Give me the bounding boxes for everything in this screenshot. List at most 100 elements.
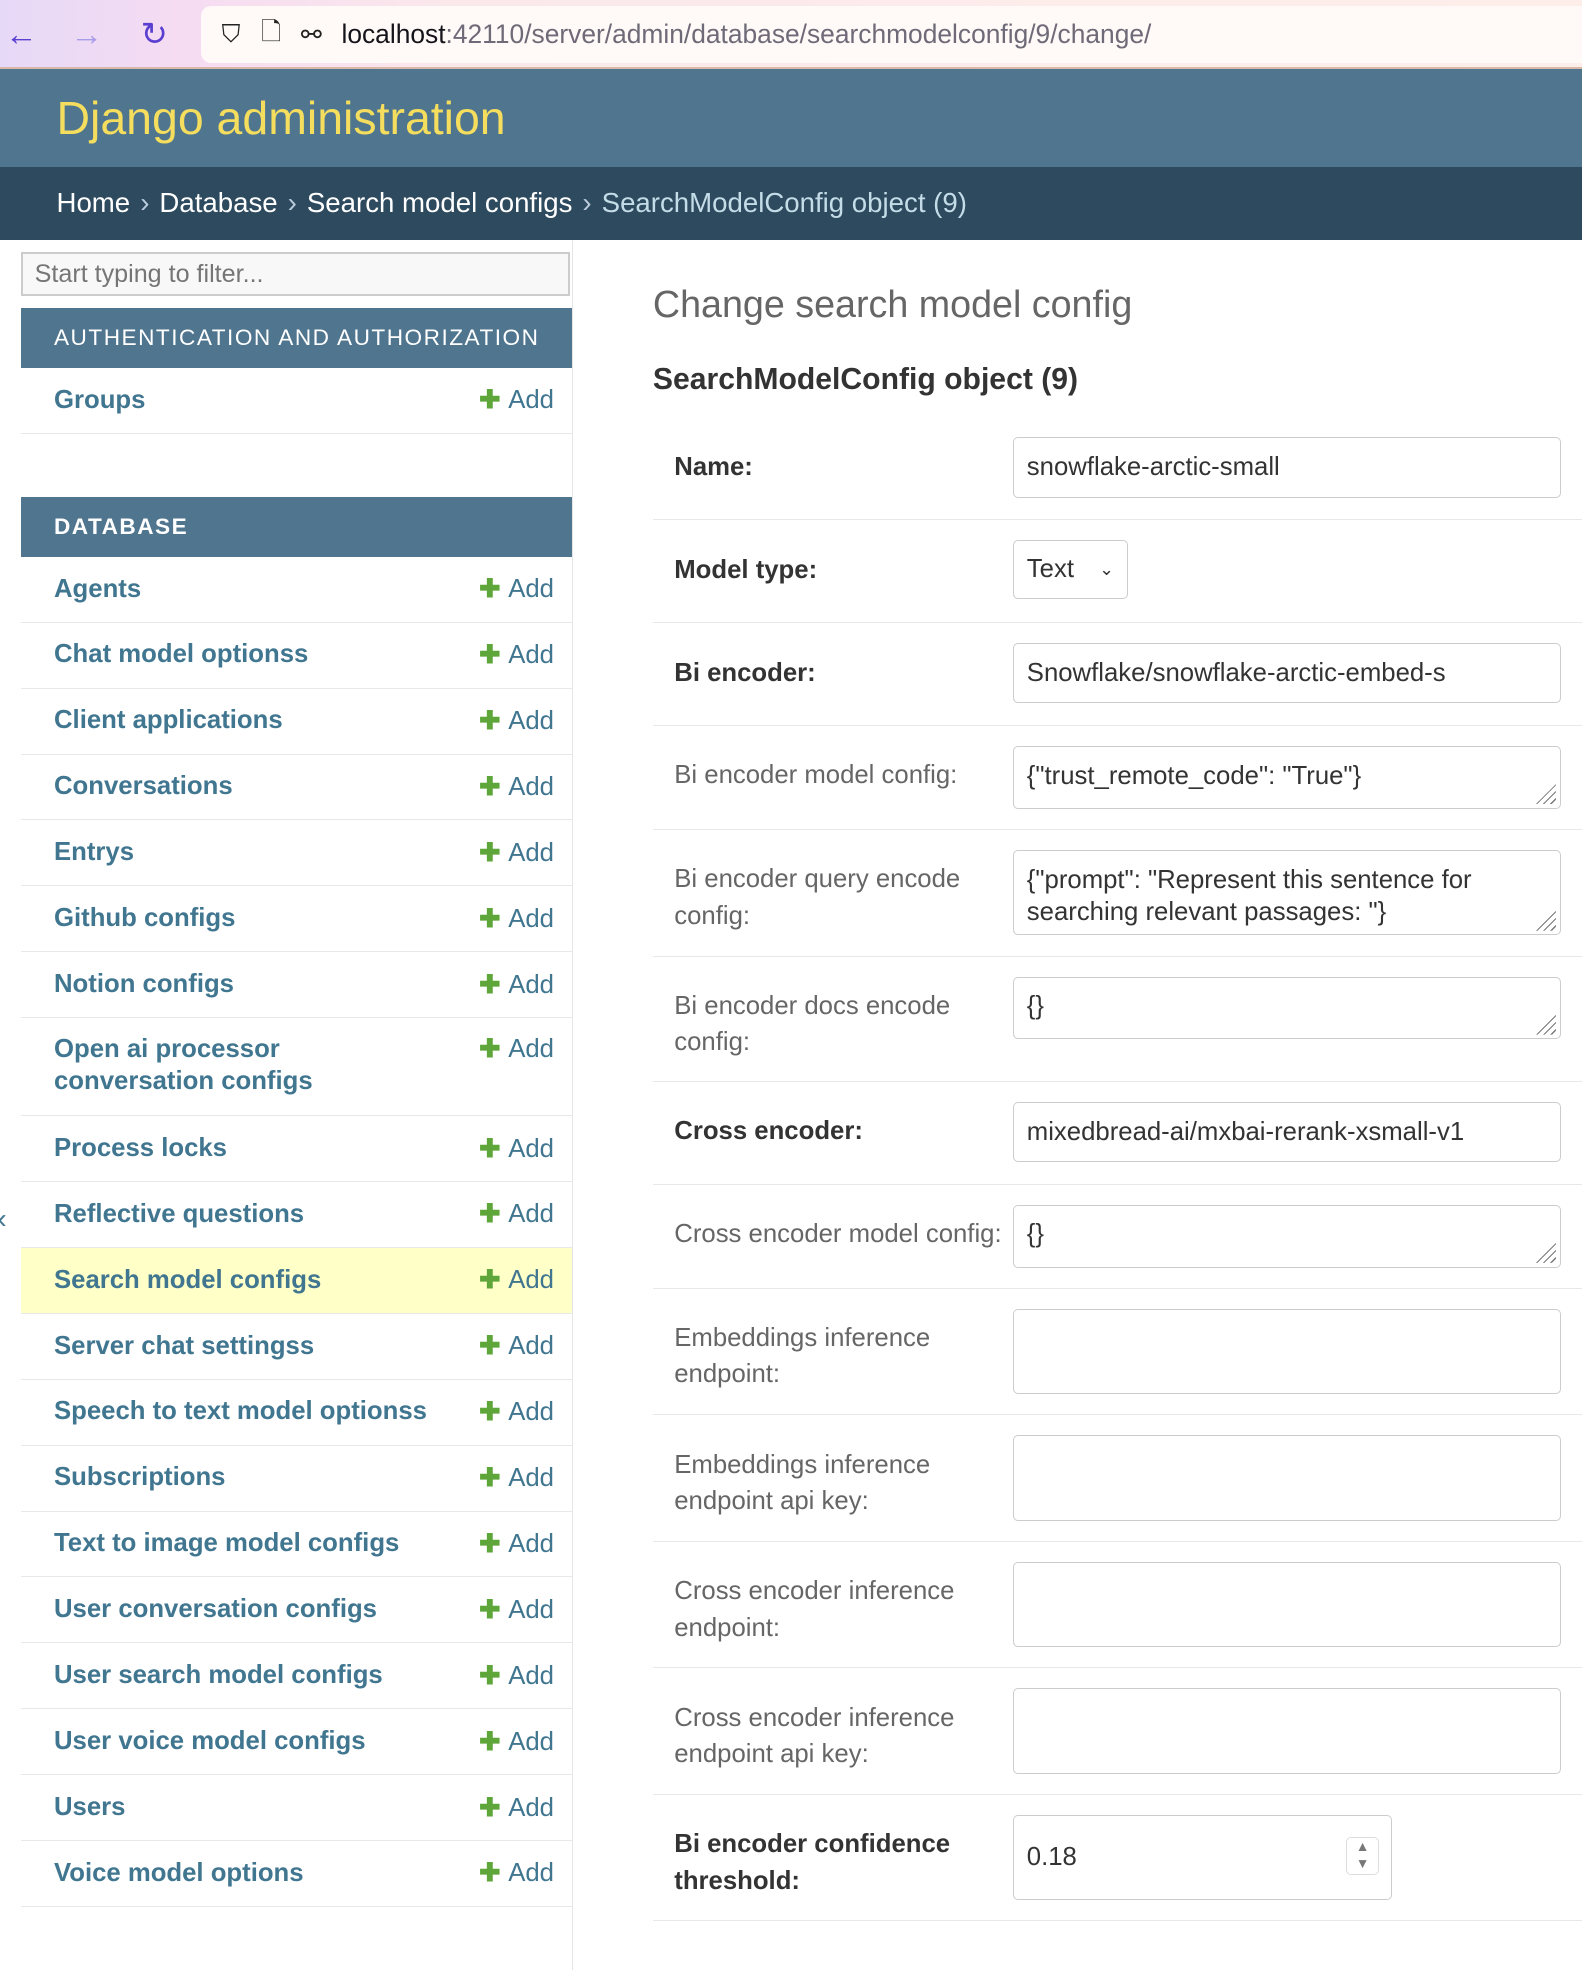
- cross-encoder-model-config-textarea[interactable]: {}: [1013, 1204, 1561, 1268]
- bi-encoder-confidence-threshold-input[interactable]: 0.18 ▲ ▼: [1013, 1814, 1393, 1901]
- add-button[interactable]: ✚ Add: [479, 1595, 554, 1625]
- breadcrumb-search-model-configs[interactable]: Search model configs: [306, 187, 573, 219]
- add-button[interactable]: ✚ Add: [479, 970, 554, 1000]
- add-button[interactable]: ✚ Add: [479, 1034, 554, 1064]
- site-title[interactable]: Django administration: [56, 92, 506, 144]
- add-button[interactable]: ✚ Add: [479, 838, 554, 868]
- change-form: Name: snowflake-arctic-small Model type: Te…: [652, 417, 1582, 1922]
- bi-encoder-docs-encode-config-textarea[interactable]: {}: [1013, 976, 1561, 1040]
- add-button[interactable]: ✚ Add: [479, 1661, 554, 1691]
- add-label: Add: [508, 1793, 554, 1822]
- add-button[interactable]: ✚ Add: [479, 772, 554, 802]
- add-button[interactable]: ✚ Add: [479, 1727, 554, 1757]
- plus-icon: ✚: [479, 1595, 501, 1624]
- bi-encoder-query-encode-config-textarea[interactable]: {"prompt": "Represent this sentence for …: [1013, 850, 1561, 936]
- back-icon[interactable]: ←: [5, 15, 38, 53]
- add-button[interactable]: ✚ Add: [479, 1199, 554, 1229]
- reload-icon[interactable]: ↻: [140, 15, 168, 53]
- sidebar-item-link[interactable]: Groups: [53, 385, 146, 414]
- permissions-icon[interactable]: ⚯: [300, 20, 322, 49]
- form-row-model-type: Model type: Text ⌄: [652, 520, 1582, 624]
- sidebar-item-link[interactable]: Open ai processor conversation configs: [53, 1035, 313, 1095]
- embeddings-inference-endpoint-api-key-input[interactable]: [1013, 1435, 1561, 1521]
- sidebar-item-link[interactable]: Users: [53, 1792, 126, 1821]
- breadcrumb: Home › Database › Search model configs › Se…: [0, 166, 1582, 240]
- sidebar-item-reflective-questions: Reflective questions ✚ Add: [21, 1182, 572, 1248]
- add-button[interactable]: ✚ Add: [479, 1397, 554, 1427]
- sidebar-item-link[interactable]: Text to image model configs: [53, 1529, 400, 1558]
- add-button[interactable]: ✚ Add: [479, 1265, 554, 1295]
- sidebar-item-users: Users ✚ Add: [21, 1775, 572, 1842]
- sidebar-item-link[interactable]: User search model configs: [53, 1661, 383, 1690]
- add-label: Add: [508, 575, 554, 604]
- breadcrumb-home[interactable]: Home: [56, 187, 131, 219]
- sidebar-item-link[interactable]: Github configs: [53, 904, 236, 933]
- sidebar-section-database[interactable]: DATABASE: [21, 496, 572, 557]
- sidebar-item-link[interactable]: Server chat settingss: [53, 1331, 315, 1360]
- form-row-cross-encoder: Cross encoder: mixedbread-ai/mxbai-rerank…: [652, 1082, 1582, 1185]
- sidebar-item-chat-model-optionss: Chat model optionss ✚ Add: [21, 623, 572, 689]
- name-input[interactable]: snowflake-arctic-small: [1013, 437, 1561, 498]
- add-button[interactable]: ✚ Add: [479, 1858, 554, 1888]
- breadcrumb-database[interactable]: Database: [159, 187, 278, 219]
- sidebar-item-link[interactable]: Subscriptions: [53, 1463, 226, 1492]
- sidebar-item-github-configs: Github configs ✚ Add: [21, 886, 572, 953]
- add-button[interactable]: ✚ Add: [479, 1529, 554, 1559]
- plus-icon: ✚: [479, 1134, 501, 1163]
- sidebar-item-link[interactable]: Voice model options: [53, 1858, 304, 1887]
- address-bar[interactable]: ⛉ 🗋 ⚯ localhost:42110/server/admin/datab…: [200, 6, 1582, 63]
- sidebar-item-link[interactable]: Conversations: [53, 772, 233, 801]
- add-button[interactable]: ✚ Add: [479, 574, 554, 604]
- add-button[interactable]: ✚ Add: [479, 1463, 554, 1493]
- textarea-value: {"trust_remote_code": "True"}: [1026, 761, 1362, 790]
- number-stepper-icon[interactable]: ▲ ▼: [1346, 1837, 1379, 1875]
- sidebar-item-open-ai-processor-conversation-configs: Open ai processor conversation configs ✚…: [21, 1018, 572, 1117]
- bi-encoder-input[interactable]: Snowflake/snowflake-arctic-embed-s: [1013, 643, 1561, 704]
- add-button[interactable]: ✚ Add: [479, 1793, 554, 1823]
- shield-icon[interactable]: ⛉: [221, 19, 241, 48]
- add-label: Add: [508, 1727, 554, 1756]
- cross-encoder-inference-endpoint-api-key-input[interactable]: [1013, 1688, 1561, 1774]
- forward-icon[interactable]: →: [70, 15, 103, 53]
- sidebar-item-link[interactable]: Entrys: [53, 838, 135, 867]
- cross-encoder-input[interactable]: mixedbread-ai/mxbai-rerank-xsmall-v1: [1013, 1101, 1561, 1163]
- sidebar-item-link[interactable]: Process locks: [53, 1133, 227, 1162]
- embeddings-inference-endpoint-input[interactable]: [1013, 1308, 1561, 1395]
- add-button[interactable]: ✚ Add: [479, 904, 554, 934]
- add-button[interactable]: ✚ Add: [479, 706, 554, 736]
- sidebar-item-link[interactable]: Client applications: [53, 706, 283, 735]
- textarea-value: {"prompt": "Represent this sentence for …: [1026, 865, 1472, 927]
- plus-icon: ✚: [479, 575, 501, 604]
- resize-handle-icon[interactable]: [1535, 784, 1556, 805]
- sidebar-item-link[interactable]: Chat model optionss: [53, 640, 309, 669]
- sidebar-item-link[interactable]: Reflective questions: [53, 1199, 305, 1228]
- model-type-select[interactable]: Text ⌄: [1013, 540, 1128, 600]
- add-button[interactable]: ✚ Add: [479, 1134, 554, 1164]
- form-row-bi-encoder-docs-encode-config: Bi encoder docs encode config: {}: [652, 957, 1582, 1082]
- form-row-cross-encoder-inference-endpoint-api-key: Cross encoder inference endpoint api key…: [652, 1668, 1582, 1795]
- add-button[interactable]: ✚ Add: [479, 385, 554, 415]
- add-label: Add: [508, 707, 554, 736]
- sidebar-item-server-chat-settingss: Server chat settingss ✚ Add: [21, 1314, 572, 1380]
- add-button[interactable]: ✚ Add: [479, 1331, 554, 1361]
- resize-handle-icon[interactable]: [1535, 1242, 1556, 1263]
- sidebar-item-link[interactable]: Notion configs: [53, 969, 234, 998]
- add-label: Add: [508, 838, 554, 867]
- cross-encoder-inference-endpoint-input[interactable]: [1013, 1561, 1561, 1648]
- form-row-embeddings-inference-endpoint-api-key: Embeddings inference endpoint api key:: [652, 1415, 1582, 1542]
- sidebar-section-authentication-and-authorization[interactable]: AUTHENTICATION AND AUTHORIZATION: [21, 307, 572, 368]
- sidebar-item-link[interactable]: User voice model configs: [53, 1726, 366, 1755]
- sidebar-item-link[interactable]: Agents: [53, 574, 142, 603]
- content: Change search model config SearchModelCo…: [652, 240, 1582, 1922]
- add-button[interactable]: ✚ Add: [479, 640, 554, 670]
- sidebar-item-link[interactable]: User conversation configs: [53, 1595, 377, 1624]
- sidebar-item-link[interactable]: Speech to text model optionss: [53, 1397, 427, 1426]
- sidebar-filter-input[interactable]: [21, 252, 571, 297]
- sidebar-item-subscriptions: Subscriptions ✚ Add: [21, 1446, 572, 1512]
- sidebar-item-link[interactable]: Search model configs: [53, 1265, 322, 1294]
- add-label: Add: [508, 1529, 554, 1558]
- add-label: Add: [508, 1464, 554, 1493]
- sidebar-toggle-button[interactable]: ‹: [0, 1203, 7, 1235]
- resize-handle-icon[interactable]: [1535, 1014, 1556, 1035]
- bi-encoder-model-config-textarea[interactable]: {"trust_remote_code": "True"}: [1013, 746, 1561, 809]
